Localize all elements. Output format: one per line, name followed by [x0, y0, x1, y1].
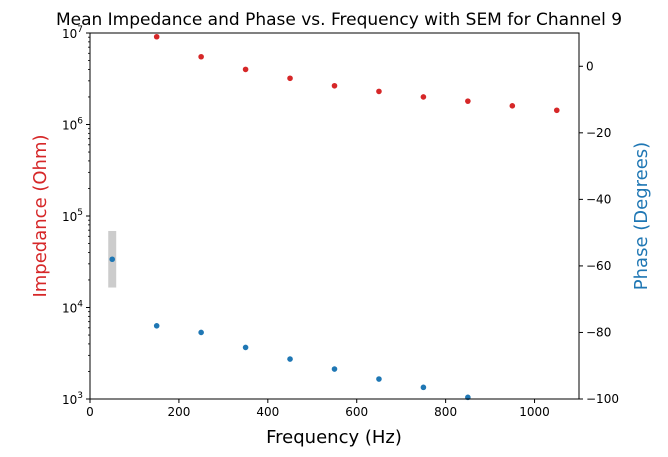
impedance-point	[198, 53, 204, 60]
x-tick-label: 400	[256, 405, 279, 419]
x-tick-label: 1000	[519, 405, 550, 419]
y-left-tick-label: 107	[62, 25, 83, 41]
y-left-tick-label: 106	[62, 117, 83, 133]
impedance-point	[553, 107, 560, 114]
impedance-point	[376, 88, 382, 95]
impedance-point	[287, 75, 293, 82]
phase-point	[242, 344, 249, 351]
y-right-tick-label: −100	[586, 392, 619, 406]
impedance-point	[153, 33, 160, 40]
y-right-tick-label: −80	[586, 325, 611, 339]
y-left-tick-label: 104	[62, 300, 83, 316]
x-tick-label: 200	[167, 405, 190, 419]
chart-title: Mean Impedance and Phase vs. Frequency w…	[56, 10, 622, 30]
phase-point	[287, 356, 293, 362]
phase-point	[109, 256, 116, 263]
x-tick-label: 600	[345, 405, 368, 419]
phase-point	[420, 384, 427, 391]
y-axis-left-label: Impedance (Ohm)	[30, 134, 51, 297]
y-axis-right: 0 −20 −40 −60 −80 −100	[579, 59, 619, 406]
y-left-tick-label: 105	[62, 208, 83, 224]
x-axis: 0 200 400 600 800 1000	[86, 399, 550, 419]
phase-point	[198, 329, 204, 336]
phase-point	[376, 376, 382, 382]
impedance-point	[242, 66, 249, 73]
impedance-point	[420, 94, 427, 100]
data-points	[109, 33, 560, 401]
x-axis-label: Frequency (Hz)	[266, 427, 402, 448]
impedance-point	[331, 82, 338, 89]
y-right-tick-label: 0	[586, 59, 594, 73]
impedance-point	[465, 98, 471, 104]
impedance-point	[509, 103, 516, 109]
y-axis-right-label: Phase (Degrees)	[631, 142, 652, 290]
x-tick-label: 0	[86, 405, 94, 419]
y-left-tick-label: 103	[62, 391, 83, 407]
x-tick-label: 800	[434, 405, 457, 419]
y-axis-left: 103 104 105 106 107	[62, 25, 90, 407]
y-right-tick-label: −20	[586, 126, 611, 140]
phase-point	[331, 366, 338, 372]
y-right-tick-label: −40	[586, 192, 611, 206]
y-right-tick-label: −60	[586, 259, 611, 273]
phase-point	[153, 323, 160, 329]
